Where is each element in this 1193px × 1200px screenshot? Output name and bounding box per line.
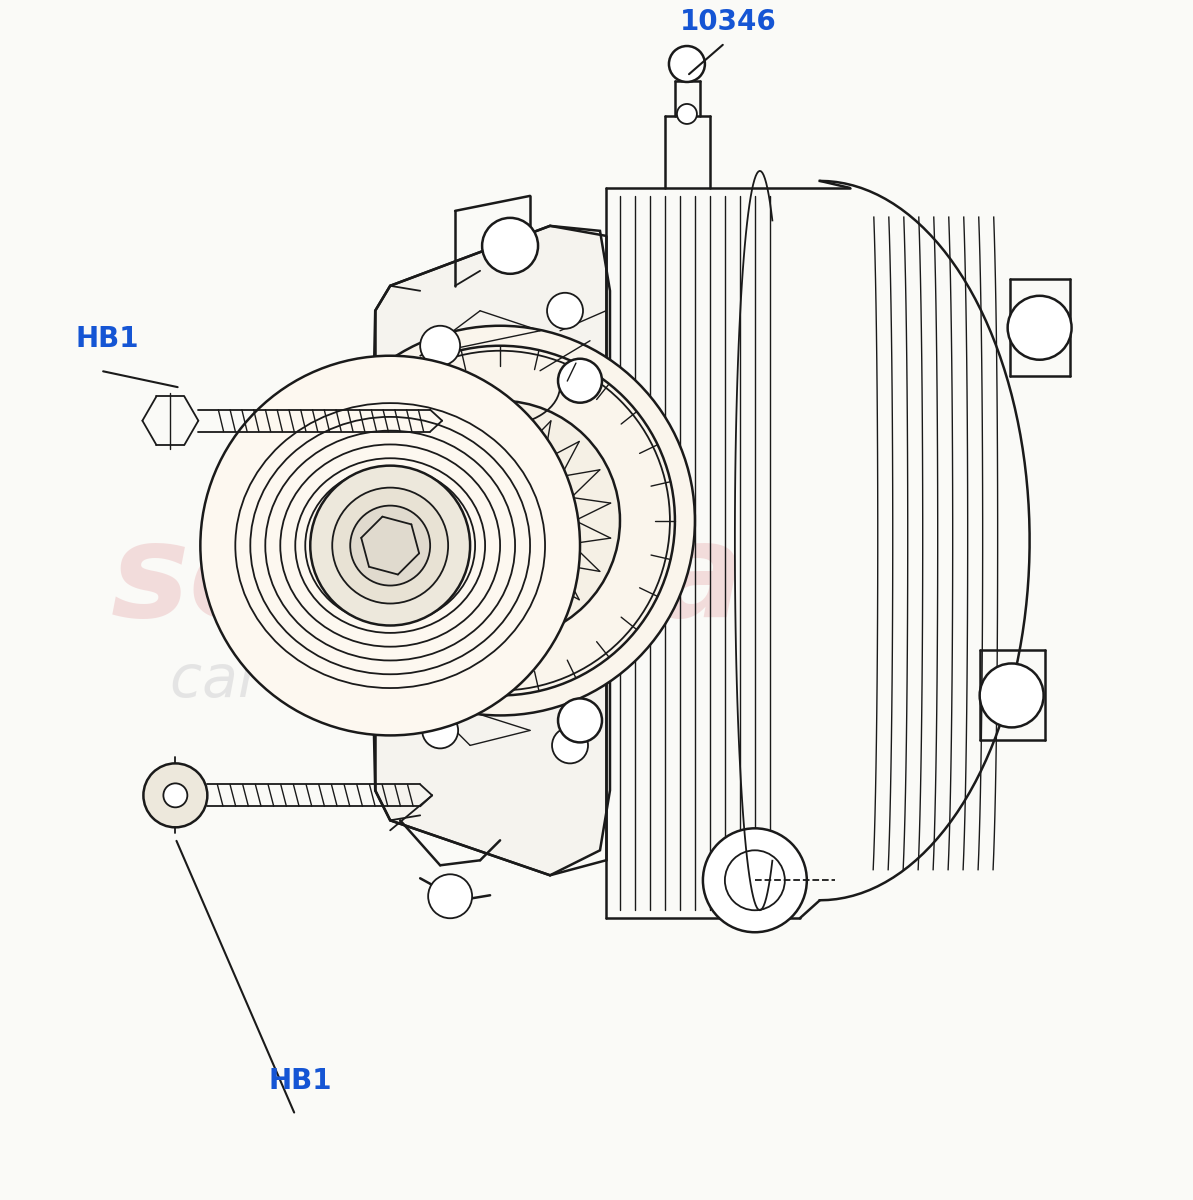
Circle shape [143,763,208,827]
Circle shape [305,325,694,715]
Circle shape [351,505,431,586]
Circle shape [482,218,538,274]
Circle shape [163,784,187,808]
Circle shape [422,713,458,749]
Circle shape [725,851,785,911]
Circle shape [558,359,602,403]
Text: HB1: HB1 [268,1067,332,1096]
Circle shape [428,875,472,918]
Text: 10346: 10346 [680,8,777,36]
Circle shape [425,445,575,595]
Circle shape [332,487,449,604]
Circle shape [381,401,620,641]
Circle shape [200,355,580,736]
Circle shape [310,466,470,625]
Circle shape [669,46,705,82]
Text: car  parts: car parts [171,652,450,709]
Circle shape [548,293,583,329]
Circle shape [420,325,460,366]
Circle shape [552,727,588,763]
Text: scuderia: scuderia [111,517,744,644]
Circle shape [558,698,602,743]
Circle shape [979,664,1044,727]
Circle shape [1008,295,1071,360]
Circle shape [703,828,806,932]
Polygon shape [370,226,610,875]
Circle shape [676,104,697,124]
Text: HB1: HB1 [75,325,138,353]
